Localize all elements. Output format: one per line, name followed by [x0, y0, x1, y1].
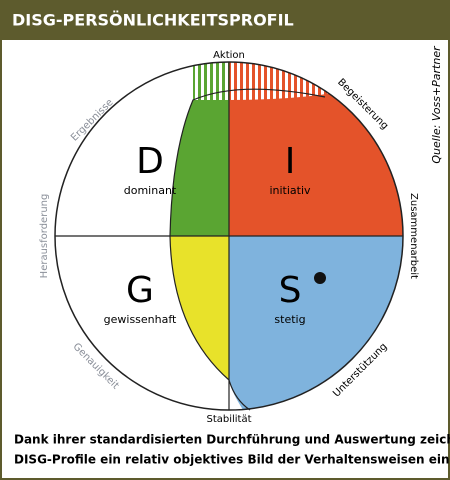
position-dot	[314, 272, 326, 284]
caption: DISG-Profile ein relativ objektives Bild…	[14, 453, 450, 467]
axis-label: Aktion	[213, 50, 245, 61]
curve	[169, 88, 326, 237]
source: Quelle: Voss+Partner	[430, 45, 443, 164]
caption: Dank ihrer standardisierten Durchführung…	[14, 433, 450, 447]
d-area	[170, 100, 229, 236]
curve	[169, 235, 251, 411]
quadrant-label: initiativ	[269, 184, 311, 197]
axis-label: Stabilität	[206, 414, 251, 425]
quadrant-letter: G	[126, 270, 154, 311]
quadrant-letter: S	[279, 270, 302, 311]
title: DISG-PERSÖNLICHKEITSPROFIL	[12, 11, 294, 30]
green-stripes	[193, 62, 229, 102]
quadrant-label: dominant	[124, 184, 177, 197]
axis-label: Zusammenarbeit	[408, 193, 419, 279]
quadrant-label: gewissenhaft	[104, 313, 177, 326]
quadrant-letter: I	[285, 141, 296, 182]
quadrant-label: stetig	[274, 313, 305, 326]
header-bar	[0, 0, 450, 40]
quadrant-letter: D	[136, 141, 164, 182]
axis-label: Herausforderung	[39, 194, 50, 279]
g-area	[170, 236, 229, 380]
